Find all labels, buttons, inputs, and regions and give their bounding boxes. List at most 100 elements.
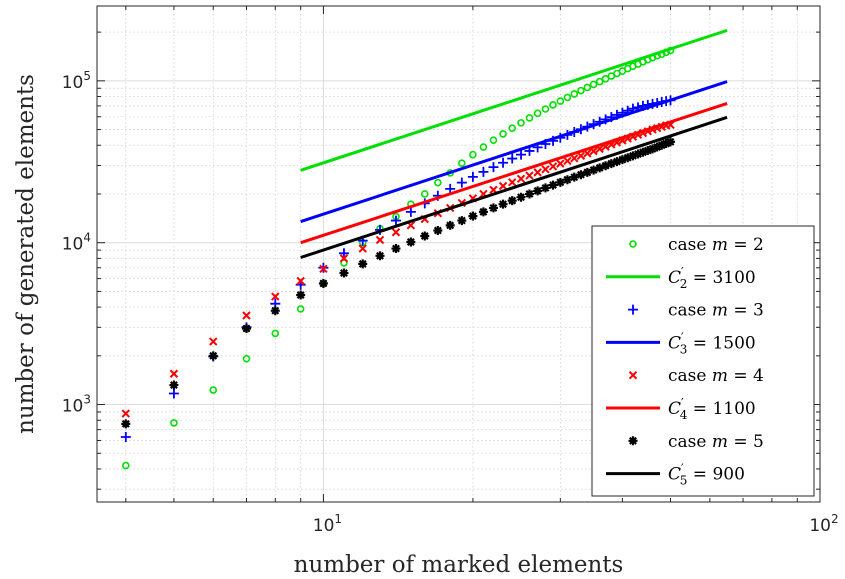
data-point: [517, 119, 525, 127]
y-axis-label: number of generated elements: [13, 74, 39, 434]
data-point: [406, 237, 416, 247]
data-point: [533, 186, 543, 196]
data-point: [120, 432, 131, 443]
x-axis-label: number of marked elements: [294, 552, 624, 578]
data-point: [576, 170, 586, 180]
data-point: [498, 199, 508, 209]
data-point: [375, 235, 385, 245]
legend-label: case m = 4: [668, 366, 764, 386]
data-point: [457, 216, 467, 226]
data-point: [628, 151, 638, 161]
y-tick-label: 104: [62, 231, 91, 255]
data-point: [458, 159, 466, 167]
data-point: [499, 130, 507, 138]
data-point: [508, 178, 517, 187]
fit-line: [300, 102, 728, 245]
data-point: [533, 109, 542, 118]
data-point: [570, 90, 579, 98]
data-point: [606, 159, 616, 169]
data-point: [638, 147, 648, 157]
data-point: [498, 181, 508, 191]
data-point: [168, 388, 179, 399]
data-point: [445, 183, 456, 194]
data-point: [516, 174, 526, 184]
data-point: [270, 306, 280, 316]
x-tick-labels: 101 102: [313, 512, 839, 536]
data-point: [479, 143, 488, 151]
data-point: [420, 190, 429, 198]
x-tick-label: 101: [313, 512, 342, 536]
legend-box: [591, 225, 815, 497]
data-point: [340, 259, 348, 267]
legend-label: case m = 2: [668, 235, 764, 255]
data-point: [556, 97, 565, 105]
data-point: [209, 386, 218, 394]
data-point: [548, 180, 558, 190]
legend-marker-swatch: [628, 370, 638, 380]
data-point: [548, 162, 558, 171]
data-point: [570, 154, 579, 163]
data-point: [540, 183, 550, 193]
data-point: [648, 144, 658, 154]
data-point: [296, 290, 306, 300]
data-point: [617, 155, 627, 165]
data-point: [209, 337, 218, 346]
data-point: [456, 177, 467, 188]
data-point: [488, 203, 498, 213]
data-point: [405, 206, 416, 217]
data-point: [338, 248, 349, 259]
data-point: [652, 142, 662, 152]
data-point: [563, 93, 572, 102]
data-point: [121, 409, 131, 418]
legend-marker-swatch: [628, 436, 638, 446]
data-point: [583, 83, 592, 92]
data-point: [469, 150, 477, 159]
data-point: [170, 419, 178, 427]
data-point: [661, 139, 671, 149]
legend-label: C′ 4 = 1100: [668, 396, 756, 422]
data-point: [169, 380, 179, 390]
data-point: [242, 311, 251, 320]
data-point: [595, 163, 605, 173]
data-point: [169, 369, 179, 378]
data-point: [577, 86, 585, 95]
data-point: [478, 207, 488, 217]
fit-line: [300, 115, 728, 259]
data-point: [582, 167, 592, 177]
legend-marker-swatch: [628, 304, 638, 315]
data-point: [241, 324, 251, 334]
data-point: [467, 171, 478, 182]
data-point: [569, 172, 579, 182]
data-point: [445, 220, 455, 230]
series-6: [300, 102, 728, 245]
data-point: [633, 149, 643, 159]
data-point: [434, 178, 442, 187]
data-point: [391, 228, 401, 237]
data-point: [612, 157, 622, 167]
data-point: [478, 166, 489, 177]
data-point: [589, 165, 599, 175]
data-point: [516, 192, 526, 202]
data-point: [489, 136, 498, 144]
data-point: [339, 268, 349, 278]
legend-label: case m = 3: [668, 301, 764, 321]
data-point: [525, 171, 534, 180]
series-8: [300, 115, 728, 259]
data-point: [541, 165, 550, 174]
data-point: [358, 259, 368, 269]
grid-minor: [97, 6, 820, 502]
data-point: [391, 244, 401, 254]
data-point: [121, 461, 130, 470]
y-tick-label: 103: [62, 393, 91, 417]
data-point: [296, 305, 305, 313]
data-point: [420, 231, 430, 241]
data-point: [541, 105, 550, 113]
data-point: [488, 162, 499, 173]
legend-label: case m = 5: [668, 432, 764, 452]
legend-label: C′ 5 = 900: [668, 462, 745, 488]
series-7: [121, 137, 676, 429]
data-point: [589, 80, 598, 89]
data-point: [433, 225, 443, 235]
data-point: [121, 419, 131, 429]
